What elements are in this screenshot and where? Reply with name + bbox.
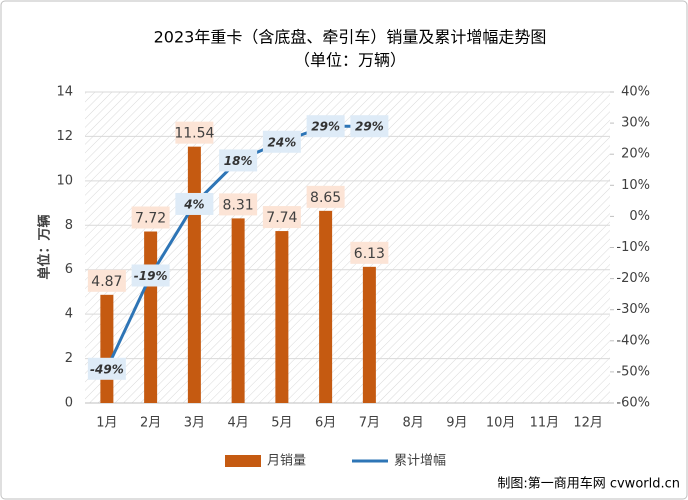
- bar-value-label: 11.54: [174, 126, 214, 142]
- label-box: [350, 115, 389, 138]
- y-tick-label: 0: [65, 396, 73, 411]
- label-box: [87, 269, 126, 292]
- line-value-label: -49%: [90, 362, 124, 376]
- x-tick-label: 4月: [227, 416, 248, 431]
- label-box: [262, 130, 301, 153]
- line-value-label: 18%: [224, 154, 253, 168]
- x-tick-label: 2月: [140, 416, 161, 431]
- y2-tick-label: 20%: [621, 147, 650, 162]
- bar-value-label: 8.65: [310, 190, 341, 206]
- line-value-label: -19%: [134, 269, 168, 283]
- x-tick-label: 6月: [315, 416, 336, 431]
- y2-tick-label: -20%: [616, 271, 650, 286]
- bar: [231, 218, 245, 403]
- line-value-label: 29%: [355, 120, 384, 134]
- y-tick-label: 4: [65, 307, 73, 322]
- bar-value-label: 4.87: [91, 274, 122, 290]
- legend-label: 月销量: [267, 454, 306, 469]
- y-axis-label: 单位：万辆: [37, 214, 53, 279]
- x-tick-label: 9月: [446, 416, 467, 431]
- label-box: [175, 192, 214, 215]
- label-box: [219, 149, 258, 172]
- label-box: [87, 357, 126, 380]
- x-tick-label: 7月: [359, 416, 380, 431]
- chart-title: 2023年重卡（含底盘、牵引车）销量及累计增幅走势图: [154, 28, 547, 47]
- y2-tick-label: -10%: [616, 240, 650, 255]
- x-tick-label: 5月: [271, 416, 292, 431]
- plot-area: [85, 92, 610, 403]
- source: 制图:第一商用车网 cvworld.cn: [497, 476, 680, 492]
- bar-value-label: 7.74: [266, 210, 297, 226]
- y2-tick-label: 40%: [621, 85, 650, 100]
- bar: [187, 146, 201, 403]
- chart-subtitle: （单位：万辆）: [294, 51, 406, 70]
- label-box: [306, 115, 345, 138]
- bar: [319, 210, 333, 403]
- x-tick-label: 11月: [530, 416, 560, 431]
- y2-tick-label: -60%: [616, 396, 650, 411]
- y-tick-label: 10: [56, 173, 73, 188]
- label-box: [350, 241, 389, 264]
- y-tick-label: 14: [56, 85, 73, 100]
- x-tick-label: 1月: [96, 416, 117, 431]
- y2-tick-label: -30%: [616, 302, 650, 317]
- label-box: [219, 193, 258, 216]
- bar: [100, 294, 114, 403]
- label-box: [131, 206, 170, 229]
- bar-value-label: 8.31: [223, 197, 254, 213]
- legend-swatch: [225, 455, 261, 467]
- legend-label: 累计增幅: [394, 454, 446, 469]
- line-value-label: 24%: [268, 135, 297, 149]
- y-tick-label: 6: [65, 262, 73, 277]
- label-box: [262, 206, 301, 229]
- line-value-label: 29%: [311, 120, 340, 134]
- y2-tick-label: 10%: [621, 178, 650, 193]
- y2-tick-label: -40%: [616, 333, 650, 348]
- line-value-label: 4%: [183, 197, 204, 211]
- x-tick-label: 12月: [573, 416, 603, 431]
- label-box: [131, 264, 170, 287]
- bar: [275, 231, 289, 403]
- label-box: [306, 185, 345, 208]
- y2-tick-label: -50%: [616, 364, 650, 379]
- y-tick-label: 8: [65, 218, 73, 233]
- bar-value-label: 6.13: [354, 246, 385, 262]
- bar: [144, 231, 158, 403]
- x-tick-label: 10月: [486, 416, 516, 431]
- y-tick-label: 12: [56, 129, 73, 144]
- y-tick-label: 2: [65, 351, 73, 366]
- bar: [362, 266, 376, 403]
- bar-value-label: 7.72: [135, 211, 166, 227]
- y2-tick-label: 0%: [629, 209, 650, 224]
- y2-tick-label: 30%: [621, 116, 650, 131]
- x-tick-label: 8月: [402, 416, 423, 431]
- label-box: [175, 121, 214, 144]
- x-tick-label: 3月: [184, 416, 205, 431]
